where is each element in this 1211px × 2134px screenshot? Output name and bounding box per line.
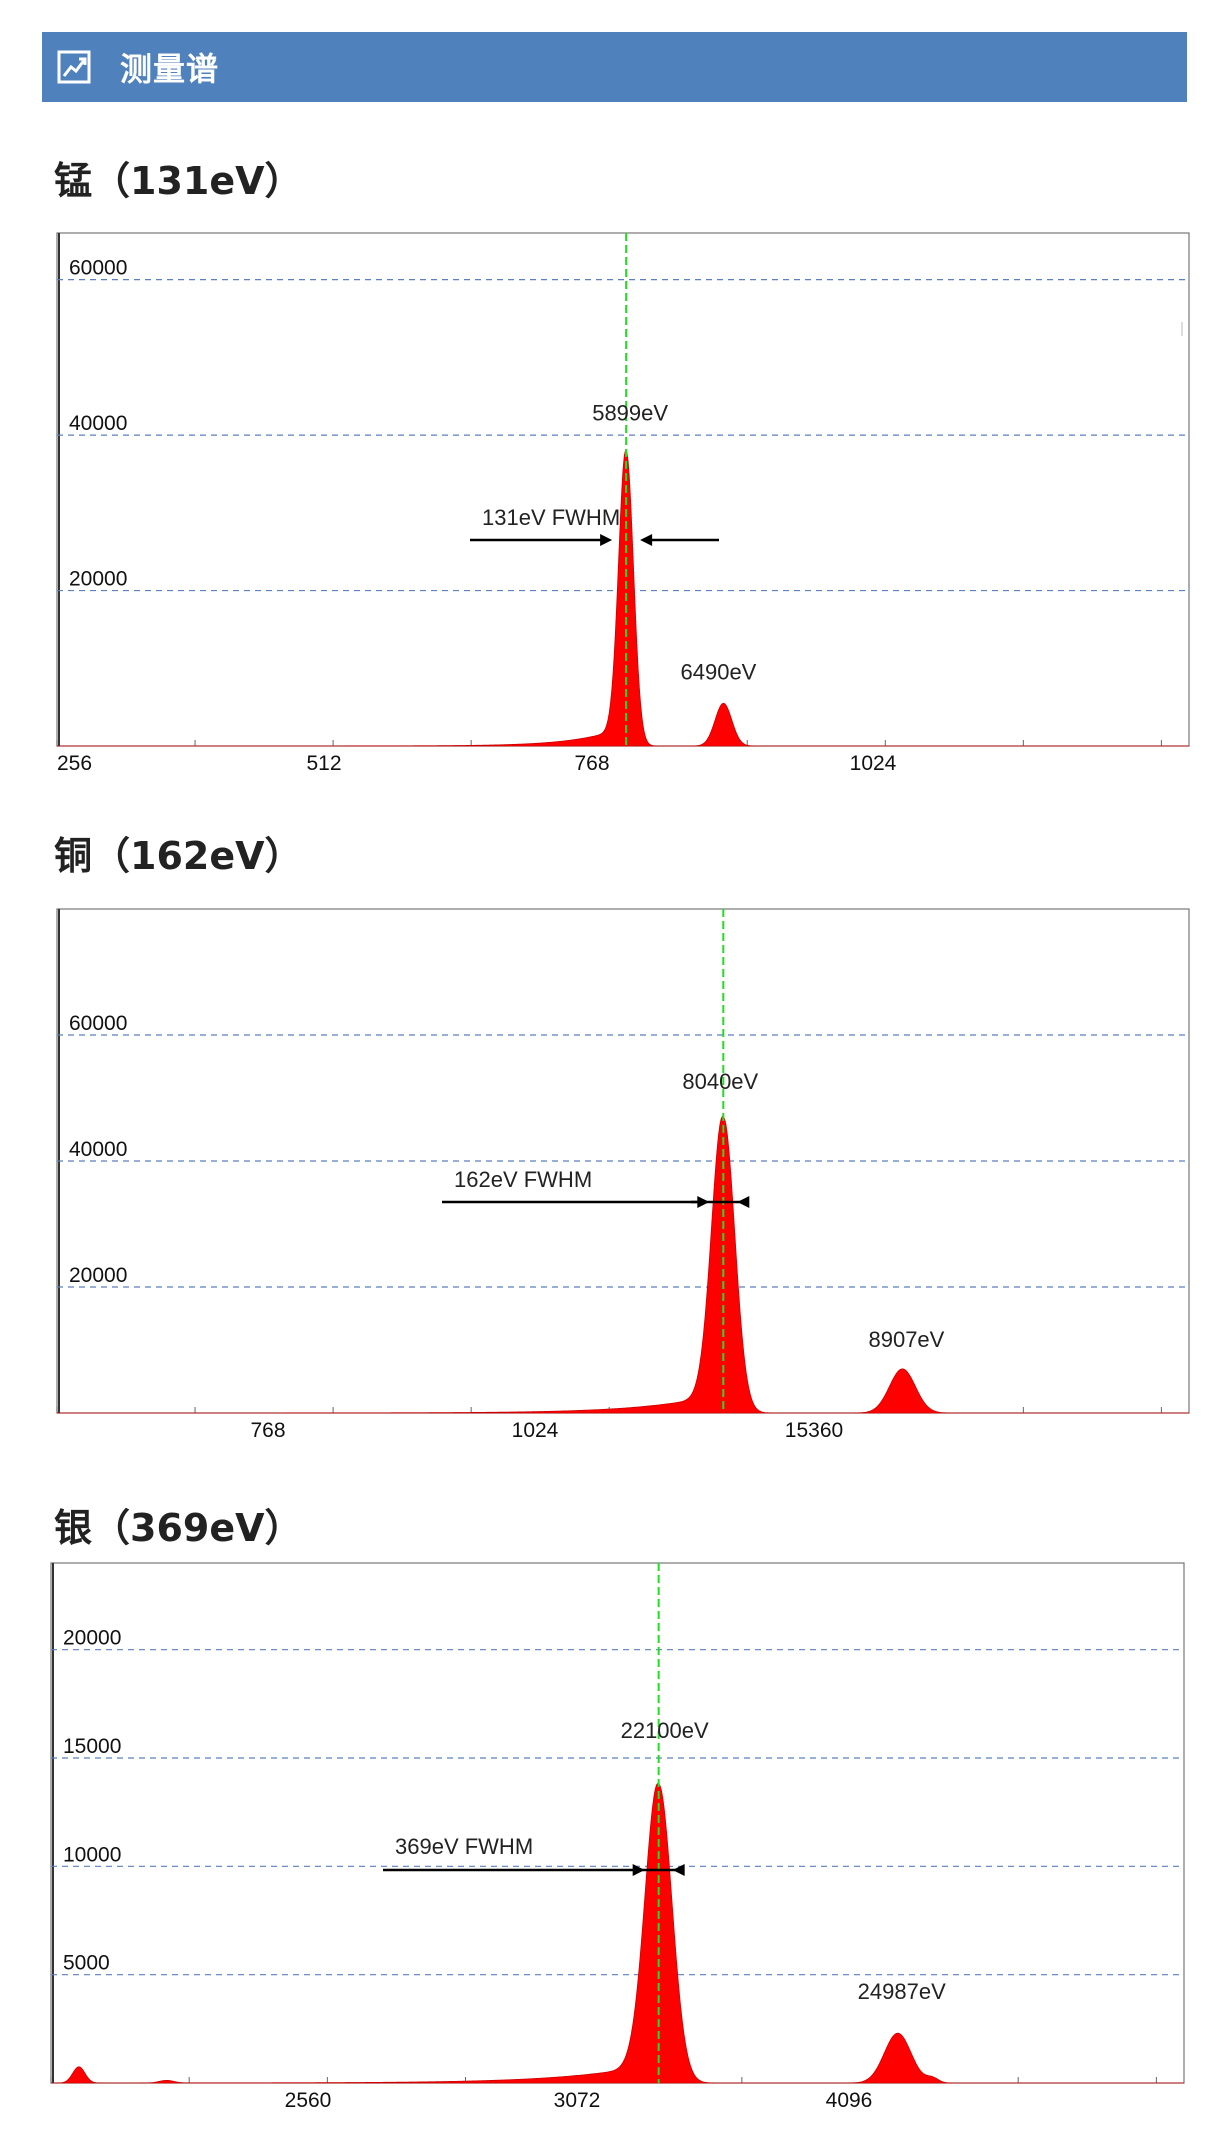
y-tick-label: 20000 (69, 568, 127, 591)
x-tick-label: 4096 (826, 2089, 873, 2112)
section-header: 测量谱 (42, 32, 1187, 102)
spectrum-area (57, 449, 1189, 747)
y-tick-label: 20000 (63, 1627, 121, 1650)
peak-label: 24987eV (858, 1979, 946, 2004)
spectrum-area (50, 1782, 1184, 2084)
x-tick-label: 512 (306, 752, 341, 775)
spectrum-chart-cu: 20000 40000 60000 768 1024 15360 8040eV 8907eV 1… (56, 908, 1190, 1442)
y-tick-label: 10000 (63, 1843, 121, 1866)
peak-label: 5899eV (592, 401, 668, 426)
x-tick-label: 256 (57, 752, 92, 775)
chart-title-cu: 铜（162eV） (54, 834, 303, 878)
y-tick-label: 20000 (69, 1264, 127, 1287)
peak-label: 22100eV (621, 1718, 709, 1743)
fwhm-arrowhead-right (640, 534, 653, 546)
fwhm-label: 162eV FWHM (454, 1167, 592, 1192)
fwhm-label: 131eV FWHM (482, 505, 620, 530)
fwhm-label: 369eV FWHM (395, 1834, 533, 1859)
x-tick-label: 3072 (554, 2089, 601, 2112)
y-tick-label: 5000 (63, 1952, 110, 1975)
x-tick-label: 768 (250, 1419, 285, 1442)
y-tick-label: 15000 (63, 1735, 121, 1758)
x-tick-label: 1024 (512, 1419, 559, 1442)
spectrum-area (57, 1115, 1189, 1414)
x-tick-label: 768 (574, 752, 609, 775)
fwhm-arrowhead-right (737, 1196, 750, 1208)
x-tick-label: 2560 (285, 2089, 332, 2112)
spectrum-chart-mn: 20000 40000 60000 256 512 768 1024 5899eV 6490eV… (56, 232, 1190, 775)
line-chart-icon (57, 50, 91, 84)
spectrum-chart-ag: 5000 10000 15000 20000 2560 3072 4096 22100eV 24… (50, 1562, 1185, 2112)
peak-label: 6490eV (681, 659, 757, 684)
y-tick-label: 40000 (69, 412, 127, 435)
peak-label: 8907eV (868, 1327, 944, 1352)
y-tick-label: 40000 (69, 1138, 127, 1161)
header-title: 测量谱 (120, 50, 220, 88)
y-tick-label: 60000 (69, 257, 127, 280)
x-tick-label: 15360 (785, 1419, 843, 1442)
peak-label: 8040eV (682, 1069, 758, 1094)
fwhm-arrowhead-left (600, 534, 613, 546)
plot-frame (50, 1562, 1185, 2084)
x-tick-label: 1024 (850, 752, 897, 775)
y-tick-label: 60000 (69, 1012, 127, 1035)
fwhm-arrowhead-right (672, 1864, 685, 1876)
chart-title-ag: 银（369eV） (54, 1506, 303, 1550)
chart-title-mn: 锰（131eV） (54, 159, 303, 203)
